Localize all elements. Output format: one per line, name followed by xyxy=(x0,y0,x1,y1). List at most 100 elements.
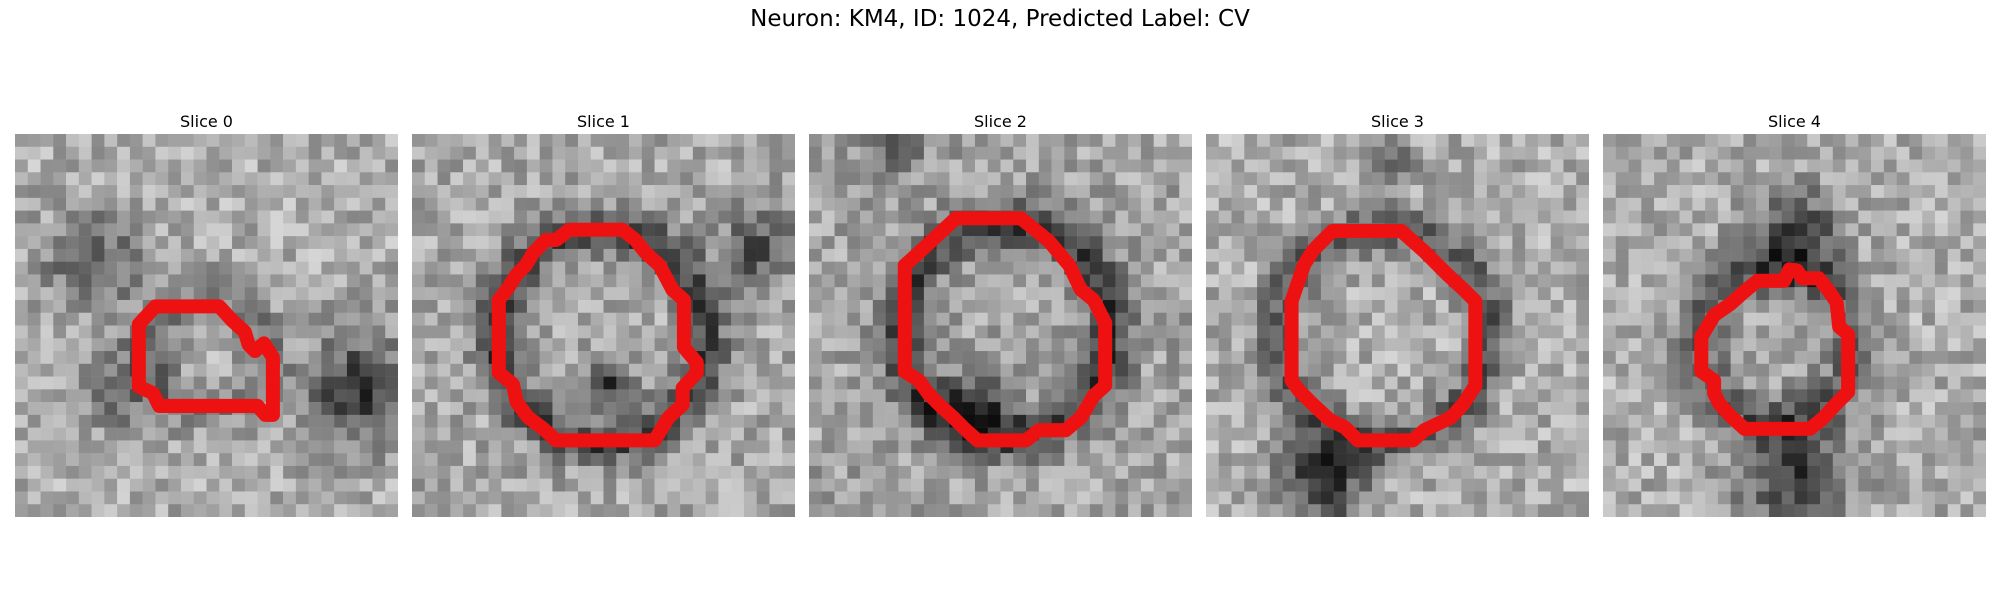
pixel xyxy=(834,351,848,365)
pixel xyxy=(1512,440,1526,454)
pixel xyxy=(577,210,591,224)
pixel xyxy=(1231,402,1245,416)
pixel xyxy=(1000,312,1014,326)
pixel xyxy=(1140,312,1154,326)
pixel xyxy=(962,465,976,479)
pixel xyxy=(756,351,770,365)
pixel xyxy=(641,478,655,492)
pixel xyxy=(1512,491,1526,505)
pixel xyxy=(359,299,373,313)
pixel xyxy=(1026,491,1040,505)
pixel xyxy=(219,478,233,492)
pixel xyxy=(1550,185,1564,199)
pixel xyxy=(463,261,477,275)
pixel xyxy=(1474,427,1488,441)
pixel xyxy=(898,146,912,160)
pixel xyxy=(526,453,540,467)
pixel xyxy=(1371,185,1385,199)
pixel xyxy=(1077,146,1091,160)
pixel xyxy=(911,338,925,352)
pixel xyxy=(488,465,502,479)
pixel xyxy=(1909,223,1923,237)
pixel xyxy=(565,172,579,186)
pixel xyxy=(1206,299,1220,313)
pixel xyxy=(539,389,553,403)
pixel xyxy=(450,427,464,441)
pixel xyxy=(667,146,681,160)
pixel xyxy=(641,363,655,377)
pixel xyxy=(1448,453,1462,467)
pixel xyxy=(936,338,950,352)
pixel xyxy=(1486,338,1500,352)
pixel xyxy=(1051,389,1065,403)
pixel xyxy=(565,389,579,403)
pixel xyxy=(270,134,284,148)
pixel xyxy=(1410,312,1424,326)
pixel xyxy=(718,376,732,390)
pixel xyxy=(629,389,643,403)
pixel xyxy=(66,389,80,403)
pixel xyxy=(450,146,464,160)
pixel xyxy=(1359,491,1373,505)
pixel xyxy=(1257,185,1271,199)
pixel xyxy=(1448,172,1462,186)
pixel xyxy=(1166,274,1180,288)
pixel xyxy=(1756,478,1770,492)
pixel xyxy=(1359,299,1373,313)
pixel xyxy=(1128,351,1142,365)
pixel xyxy=(974,236,988,250)
pixel xyxy=(1140,389,1154,403)
pixel xyxy=(616,338,630,352)
pixel xyxy=(1934,491,1948,505)
pixel xyxy=(450,248,464,262)
pixel xyxy=(193,351,207,365)
pixel xyxy=(142,491,156,505)
pixel xyxy=(1295,414,1309,428)
pixel xyxy=(295,197,309,211)
pixel xyxy=(321,504,335,517)
pixel xyxy=(1000,185,1014,199)
pixel xyxy=(936,363,950,377)
pixel xyxy=(66,197,80,211)
pixel xyxy=(1026,197,1040,211)
pixel xyxy=(1051,299,1065,313)
pixel xyxy=(680,197,694,211)
pixel xyxy=(78,427,92,441)
pixel xyxy=(680,134,694,148)
pixel xyxy=(1397,478,1411,492)
pixel xyxy=(1038,389,1052,403)
pixel xyxy=(590,146,604,160)
pixel xyxy=(1410,261,1424,275)
pixel xyxy=(718,491,732,505)
pixel xyxy=(1038,440,1052,454)
pixel xyxy=(692,159,706,173)
pixel xyxy=(1064,338,1078,352)
pixel xyxy=(1883,491,1897,505)
pixel xyxy=(53,338,67,352)
pixel xyxy=(860,146,874,160)
pixel xyxy=(1537,185,1551,199)
pixel xyxy=(1231,287,1245,301)
pixel xyxy=(1499,376,1513,390)
pixel xyxy=(1371,146,1385,160)
pixel xyxy=(821,453,835,467)
pixel xyxy=(1858,287,1872,301)
pixel xyxy=(1115,427,1129,441)
pixel xyxy=(219,261,233,275)
pixel xyxy=(168,197,182,211)
pixel xyxy=(911,478,925,492)
pixel xyxy=(705,478,719,492)
pixel xyxy=(1525,236,1539,250)
pixel xyxy=(1000,453,1014,467)
pixel xyxy=(104,504,118,517)
pixel xyxy=(1320,146,1334,160)
pixel xyxy=(257,248,271,262)
pixel xyxy=(346,325,360,339)
pixel xyxy=(1269,146,1283,160)
pixel xyxy=(1794,223,1808,237)
pixel xyxy=(1628,325,1642,339)
pixel xyxy=(450,414,464,428)
pixel xyxy=(1153,465,1167,479)
pixel xyxy=(641,223,655,237)
pixel xyxy=(1603,287,1617,301)
